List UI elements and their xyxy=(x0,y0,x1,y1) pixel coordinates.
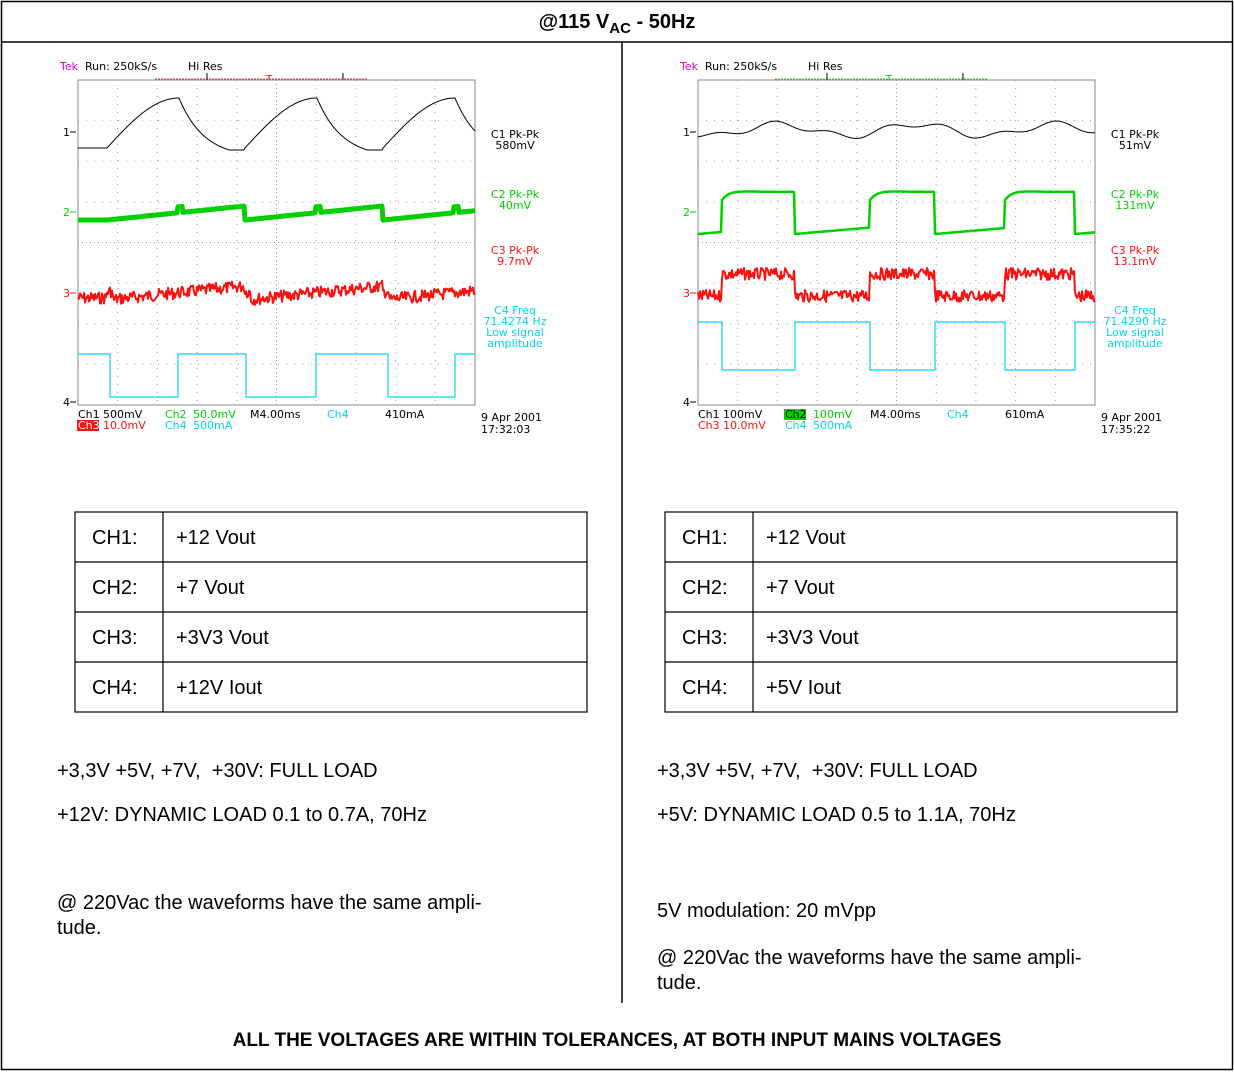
measurement-readout: 13.1mV xyxy=(1114,255,1157,268)
measurement-readout: 51mV xyxy=(1119,139,1152,152)
document: @115 VAC - 50Hz ALL THE VOLTAGES ARE WIT… xyxy=(0,0,1234,1072)
scope-brand: Tek xyxy=(59,60,79,73)
scope-setting: Ch4 xyxy=(327,408,349,421)
note-line: @ 220Vac the waveforms have the same amp… xyxy=(57,892,482,914)
table-cell: +12V Iout xyxy=(176,677,263,699)
table-cell: CH4: xyxy=(682,677,728,699)
channel-marker: 4 xyxy=(683,396,690,409)
scope-mode: Hi Res xyxy=(808,60,843,73)
scope-setting: M4.00ms xyxy=(250,408,301,421)
note-line: @ 220Vac the waveforms have the same amp… xyxy=(657,947,1082,969)
table-cell: +12 Vout xyxy=(766,527,846,549)
scope-mode: Hi Res xyxy=(188,60,223,73)
table-cell: CH3: xyxy=(682,627,728,649)
scope-setting: Ch4 xyxy=(165,419,187,432)
scope-setting: Ch3 xyxy=(78,419,100,432)
scope-setting: 500mA xyxy=(813,419,853,432)
table-cell: CH2: xyxy=(92,577,138,599)
table-cell: CH3: xyxy=(92,627,138,649)
note-line: 5V modulation: 20 mVpp xyxy=(657,900,876,922)
scope-setting: 610mA xyxy=(1005,408,1045,421)
table-cell: +3V3 Vout xyxy=(176,627,269,649)
scope-setting: Ch3 xyxy=(698,419,720,432)
channel-marker: 1 xyxy=(683,126,690,139)
note-line: +12V: DYNAMIC LOAD 0.1 to 0.7A, 70Hz xyxy=(57,804,427,826)
table-cell: +7 Vout xyxy=(766,577,835,599)
measurement-readout: 580mV xyxy=(495,139,535,152)
measurement-readout: 40mV xyxy=(499,199,532,212)
table-cell: +12 Vout xyxy=(176,527,256,549)
scope-time: 17:35:22 xyxy=(1101,423,1150,436)
channel-marker: 4 xyxy=(63,396,70,409)
scope-setting: 10.0mV xyxy=(103,419,146,432)
title-end: - 50Hz xyxy=(631,11,695,33)
note-line: +5V: DYNAMIC LOAD 0.5 to 1.1A, 70Hz xyxy=(657,804,1016,826)
scope-setting: Ch4 xyxy=(785,419,807,432)
table-cell: CH1: xyxy=(682,527,728,549)
measurement-readout: amplitude xyxy=(487,337,543,350)
scope-setting: 500mA xyxy=(193,419,233,432)
note-line: tude. xyxy=(657,972,701,994)
measurement-readout: 131mV xyxy=(1115,199,1155,212)
scope-run: Run: 250kS/s xyxy=(85,60,157,73)
scope-setting: 410mA xyxy=(385,408,425,421)
scope-setting: Ch4 xyxy=(947,408,969,421)
note-line: +3,3V +5V, +7V, +30V: FULL LOAD xyxy=(657,760,978,782)
note-line: +3,3V +5V, +7V, +30V: FULL LOAD xyxy=(57,760,378,782)
measurement-readout: 9.7mV xyxy=(497,255,533,268)
table-cell: CH4: xyxy=(92,677,138,699)
footer-note: ALL THE VOLTAGES ARE WITHIN TOLERANCES, … xyxy=(233,1030,1002,1051)
channel-marker: 3 xyxy=(63,287,70,300)
channel-marker: 2 xyxy=(683,206,690,219)
table-cell: CH2: xyxy=(682,577,728,599)
title-main: @115 V xyxy=(539,11,610,33)
channel-marker: 3 xyxy=(683,287,690,300)
channel-marker: 1 xyxy=(63,126,70,139)
note-line: tude. xyxy=(57,917,101,939)
table-cell: +3V3 Vout xyxy=(766,627,859,649)
scope-setting: M4.00ms xyxy=(870,408,921,421)
scope-brand: Tek xyxy=(679,60,699,73)
table-cell: +5V Iout xyxy=(766,677,842,699)
page: @115 VAC - 50Hz ALL THE VOLTAGES ARE WIT… xyxy=(0,0,1234,1072)
channel-marker: 2 xyxy=(63,206,70,219)
header-title: @115 VAC - 50Hz xyxy=(539,11,696,37)
measurement-readout: amplitude xyxy=(1107,337,1163,350)
scope-time: 17:32:03 xyxy=(481,423,530,436)
table-cell: CH1: xyxy=(92,527,138,549)
scope-run: Run: 250kS/s xyxy=(705,60,777,73)
table-cell: +7 Vout xyxy=(176,577,245,599)
title-sub: AC xyxy=(609,20,631,37)
scope-setting: 10.0mV xyxy=(723,419,766,432)
